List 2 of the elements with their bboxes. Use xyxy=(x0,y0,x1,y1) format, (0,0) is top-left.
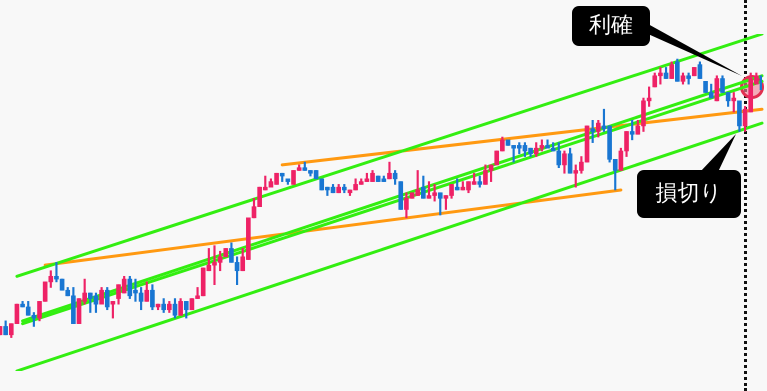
text: 利確 xyxy=(572,6,650,46)
annotation: 損切り xyxy=(637,170,741,218)
